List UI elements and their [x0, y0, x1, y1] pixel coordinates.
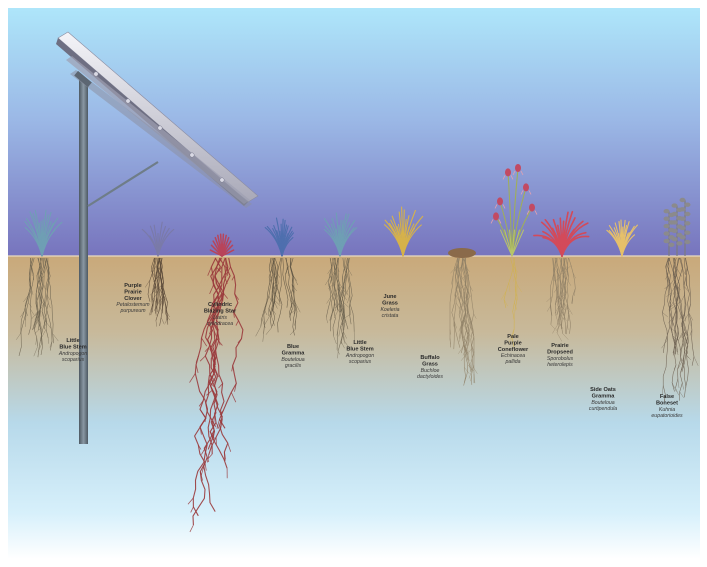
latin-name-line: Bouteloua — [591, 400, 614, 406]
plant-little-blue-stem-left — [16, 209, 63, 358]
roots-cylindric-blazing-star — [187, 257, 244, 533]
common-name-line: Prairie — [124, 289, 141, 295]
plant-false-boneset — [661, 197, 699, 404]
solar-pole — [79, 80, 88, 444]
shoot-blue-gramma — [264, 217, 295, 257]
common-name-line: Clover — [124, 296, 142, 302]
common-name-line: Purple — [124, 283, 141, 289]
shoot-june-grass — [383, 206, 424, 257]
common-name-line: Buffalo — [420, 355, 440, 361]
common-name-line: Boneset — [656, 400, 678, 406]
common-name-line: June — [383, 294, 396, 300]
common-name-line: Little — [353, 340, 366, 346]
solar-panel — [56, 31, 259, 208]
common-name-line: Gramma — [282, 350, 306, 356]
shoot-purple-prairie-clover — [141, 221, 175, 257]
latin-name-line: Liatris — [213, 315, 227, 321]
common-name-line: Dropseed — [547, 349, 573, 355]
shoot-cylindric-blazing-star — [209, 233, 235, 257]
common-name-line: Gramma — [592, 393, 616, 399]
sky — [8, 8, 700, 256]
latin-name-line: Kuhnia — [659, 407, 675, 413]
common-name-line: Blazing Star — [204, 308, 237, 314]
roots-prairie-dropseed — [546, 257, 576, 342]
common-name-line: Prairie — [551, 343, 568, 349]
shoot-little-blue-stem-left — [24, 209, 63, 257]
latin-name-line: purpureum — [119, 308, 146, 314]
plant-pale-purple-coneflower — [490, 164, 538, 348]
roots-blue-gramma — [255, 257, 301, 342]
latin-name-line: dactyloides — [417, 374, 443, 380]
latin-name-line: Andropogon — [58, 351, 87, 357]
latin-name-line: eupatorioides — [651, 413, 683, 419]
latin-name-line: Buchloe — [421, 368, 440, 374]
shoot-false-boneset — [663, 197, 691, 256]
common-name-line: Cylindric — [208, 302, 232, 308]
roots-little-blue-stem-right — [325, 257, 355, 359]
latin-name-line: gracilis — [285, 363, 302, 369]
latin-name-line: Koeleria — [380, 307, 399, 313]
common-name-line: Purple — [504, 340, 521, 346]
common-name-line: Pale — [507, 334, 519, 340]
common-name-line: Coneflower — [498, 347, 529, 353]
latin-name-line: Sporobolus — [547, 356, 574, 362]
shoot-prairie-dropseed — [533, 210, 590, 257]
soil — [8, 256, 700, 559]
solar-brace — [87, 161, 159, 207]
plants-layer — [16, 164, 699, 533]
latin-name-line: Echinacea — [501, 353, 525, 359]
common-name-line: Grass — [422, 361, 438, 367]
solar-panel-array — [56, 31, 259, 444]
common-name-line: Blue Stem — [59, 344, 86, 350]
common-name-line: Side Oats — [590, 387, 616, 393]
latin-name-line: cylindracea — [207, 321, 233, 327]
latin-name-line: pallida — [505, 359, 521, 365]
common-name-line: False — [660, 394, 674, 400]
latin-name-line: Petalostemum — [116, 302, 150, 308]
latin-name-line: scoparius — [62, 357, 85, 363]
latin-name-line: heterolepis — [547, 362, 573, 368]
shoot-pale-purple-coneflower — [490, 164, 538, 257]
roots-false-boneset — [661, 257, 699, 404]
plant-side-oats-gramma — [606, 219, 638, 257]
plant-blue-gramma — [255, 217, 301, 342]
common-name-line: Blue Stem — [346, 346, 373, 352]
latin-name-line: cristata — [382, 313, 399, 319]
plant-little-blue-stem-right — [323, 212, 358, 359]
latin-name-line: curtipendula — [589, 406, 617, 412]
roots-little-blue-stem-left — [16, 257, 59, 358]
latin-name-line: Bouteloua — [281, 357, 304, 363]
latin-name-line: scoparius — [349, 359, 372, 365]
common-name-line: Little — [66, 338, 79, 344]
latin-name-line: Andropogon — [345, 353, 374, 359]
common-name-line: Blue — [287, 344, 299, 350]
plant-prairie-dropseed — [533, 210, 590, 342]
roots-purple-prairie-clover — [145, 257, 171, 327]
plant-june-grass — [383, 206, 424, 257]
plant-cylindric-blazing-star — [187, 233, 244, 533]
plant-purple-prairie-clover — [141, 221, 175, 327]
common-name-line: Grass — [382, 300, 398, 306]
shoot-side-oats-gramma — [606, 219, 638, 257]
shoot-little-blue-stem-right — [323, 212, 358, 257]
plant-buffalo-grass — [448, 248, 478, 386]
shoot-buffalo-grass — [448, 248, 476, 258]
roots-buffalo-grass — [449, 257, 478, 386]
roots-pale-purple-coneflower — [501, 257, 522, 348]
